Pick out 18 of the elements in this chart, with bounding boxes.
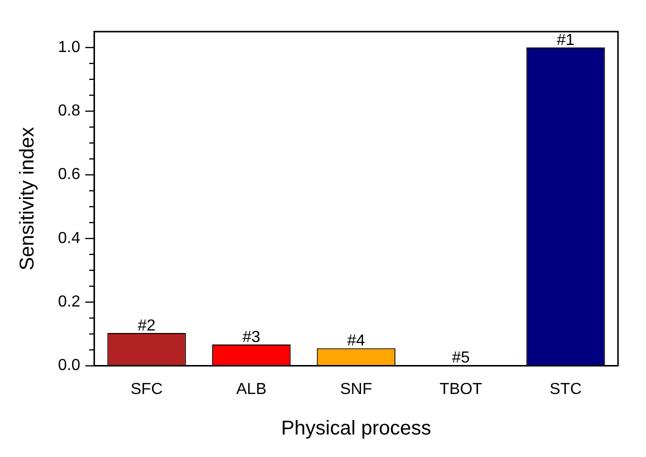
x-tick-label: STC bbox=[550, 380, 582, 398]
y-tick-label: 0.6 bbox=[58, 166, 80, 184]
x-tick-label: SNF bbox=[340, 380, 372, 398]
y-tick-label: 0.8 bbox=[58, 102, 80, 120]
annotation: #2 bbox=[138, 317, 156, 334]
annotation: #5 bbox=[452, 350, 470, 367]
y-tick-label: 1.0 bbox=[58, 38, 80, 56]
x-axis-title: Physical process bbox=[281, 418, 432, 440]
x-tick-label: SFC bbox=[130, 380, 163, 398]
annotation: #3 bbox=[242, 328, 260, 346]
annotation: #4 bbox=[347, 332, 366, 350]
y-axis-title: Sensitivity index bbox=[16, 126, 39, 270]
y-tick-label: 0.0 bbox=[58, 357, 80, 374]
x-tick-label: TBOT bbox=[440, 380, 482, 398]
y-tick-label: 0.2 bbox=[58, 294, 80, 311]
annotation: #1 bbox=[556, 32, 575, 49]
x-tick-label: ALB bbox=[236, 380, 266, 398]
y-tick-label: 0.4 bbox=[58, 230, 80, 247]
